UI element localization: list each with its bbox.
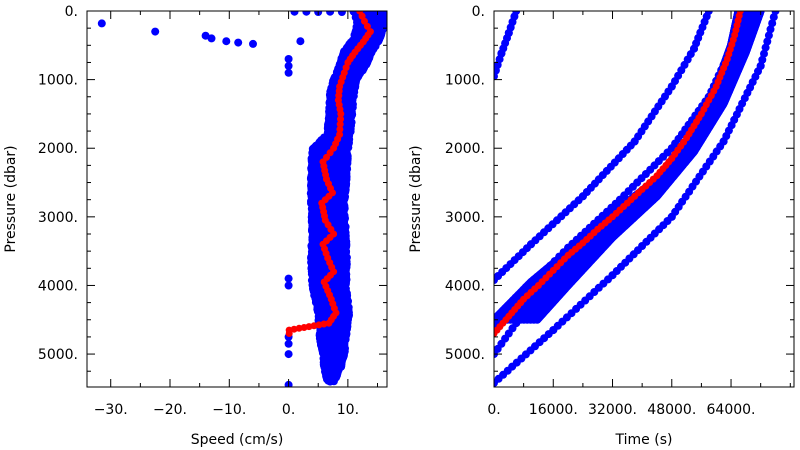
- speed-plot-area: [97, 11, 387, 387]
- blue-data-point: [249, 39, 257, 48]
- red-data-point: [336, 125, 344, 133]
- red-data-point: [358, 12, 366, 20]
- blue-data-point: [234, 38, 243, 47]
- blue-data-point: [97, 19, 106, 28]
- y-tick-label: 1000.: [38, 73, 78, 89]
- red-data-point: [336, 120, 344, 128]
- y-tick-label: 3000.: [38, 210, 78, 226]
- y-tick-label: 0.: [65, 4, 78, 20]
- blue-data-point: [337, 11, 346, 16]
- time-plot-area: [494, 11, 780, 387]
- blue-data-point: [290, 11, 299, 16]
- blue-data-point: [284, 68, 293, 77]
- time-pressure-panel: 0. 16000. 32000. 48000. 64000.0.1000.2000.30…: [408, 4, 795, 448]
- y-tick-label: 5000.: [38, 347, 78, 363]
- blue-data-point: [326, 11, 335, 16]
- blue-data-point: [284, 339, 293, 348]
- y-tick-label: 2000.: [38, 141, 78, 157]
- red-data-point: [361, 17, 368, 25]
- speed-plot-frame: [86, 10, 388, 388]
- x-tick-label: −20.: [153, 402, 187, 418]
- x-tick-label: 10.: [337, 402, 359, 418]
- blue-data-point: [302, 11, 311, 16]
- blue-data-point: [207, 34, 216, 43]
- red-data-point: [285, 330, 293, 337]
- y-tick-label: 4000.: [38, 279, 78, 295]
- red-data-point: [337, 110, 345, 118]
- blue-data-point: [151, 27, 160, 36]
- speed-x-axis-label: Speed (cm/s): [191, 432, 284, 448]
- speed-y-axis-label: Pressure (dbar): [3, 145, 19, 252]
- speed-axis-ticks: −30. −20. −10. 0. 10. 0. 1000. 2000. 3000. 4000. 5…: [38, 4, 387, 418]
- x-tick-label: −10.: [212, 402, 246, 418]
- blue-data-point: [284, 274, 293, 283]
- speed-pressure-panel: −30. −20. −10. 0. 10. 0. 1000. 2000. 3000. 4000. 5…: [3, 4, 388, 448]
- blue-data-point: [284, 55, 293, 63]
- blue-data-point: [296, 37, 305, 46]
- blue-data-point: [284, 281, 293, 290]
- x-tick-label: 0.: [282, 402, 295, 418]
- blue-data-point: [222, 37, 231, 46]
- x-tick-label: −30.: [94, 402, 128, 418]
- red-data-point: [363, 22, 371, 30]
- blue-data-point: [329, 377, 338, 386]
- red-data-point: [337, 115, 344, 123]
- blue-data-point: [284, 61, 293, 70]
- blue-data-point: [284, 350, 293, 359]
